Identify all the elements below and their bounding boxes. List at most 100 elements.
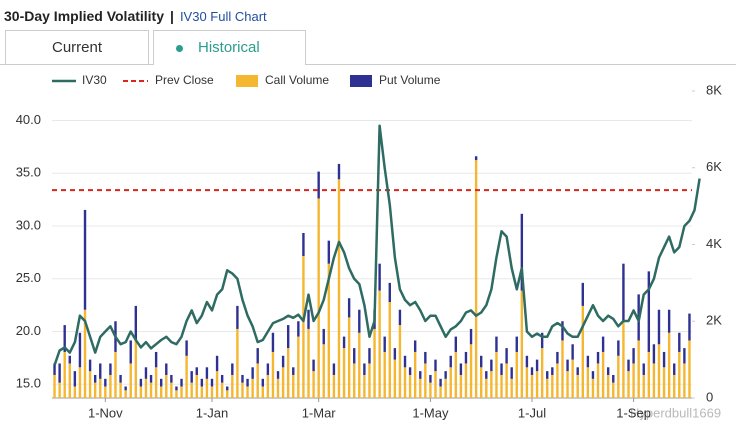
bar: [317, 198, 320, 398]
bar: [185, 355, 188, 398]
bar: [200, 378, 204, 387]
bar: [606, 367, 610, 375]
bar: [520, 290, 524, 398]
bar: [88, 359, 92, 372]
bar: [276, 371, 280, 379]
bar: [586, 355, 590, 368]
bar: [469, 328, 473, 345]
bar: [474, 156, 478, 161]
bar: [312, 359, 315, 372]
bar: [556, 363, 559, 398]
bar: [373, 328, 376, 398]
active-dot: [176, 45, 183, 52]
y2-tick-label: 4K: [706, 236, 722, 251]
bar: [119, 382, 122, 398]
bar: [530, 367, 534, 375]
bar: [419, 378, 422, 398]
iv30-line: [53, 124, 701, 366]
bar: [678, 351, 681, 398]
y-tick-label: 20.0: [16, 323, 41, 338]
legend-swatch: [350, 75, 372, 87]
x-tick-label: 1-May: [412, 405, 449, 420]
bar: [688, 340, 691, 398]
bar: [195, 374, 198, 398]
bar: [226, 386, 229, 391]
y2-tick-label: 2K: [706, 313, 722, 328]
bar: [388, 302, 391, 398]
bar: [627, 359, 630, 372]
bar: [449, 355, 452, 368]
bar: [363, 374, 366, 398]
y2-tick-label: 8K: [706, 82, 722, 97]
tab-historical[interactable]: Historical: [153, 30, 306, 65]
bar: [124, 390, 127, 398]
bar: [429, 374, 432, 383]
bar: [129, 340, 132, 364]
tab-current[interactable]: Current: [5, 30, 149, 64]
bar: [403, 355, 407, 368]
bar: [459, 374, 463, 398]
bar: [596, 363, 600, 398]
bar: [134, 305, 138, 341]
bar: [596, 351, 600, 364]
bar: [144, 367, 148, 379]
bar: [241, 382, 244, 398]
bar: [667, 332, 671, 398]
bar: [485, 378, 488, 398]
bar: [149, 374, 153, 383]
bar: [429, 382, 432, 398]
bar: [327, 263, 331, 398]
bar: [490, 371, 493, 398]
bar: [657, 309, 661, 345]
bar: [292, 367, 295, 375]
bar: [358, 309, 361, 333]
bar: [160, 378, 163, 387]
bar: [530, 374, 534, 398]
bar: [347, 298, 351, 318]
y2-tick-label: 6K: [706, 159, 722, 174]
bar: [540, 348, 544, 398]
bar: [114, 351, 117, 398]
bar: [73, 371, 77, 387]
bar: [576, 374, 579, 398]
bar: [307, 309, 310, 329]
bar: [581, 305, 584, 398]
tab-border: [0, 64, 736, 65]
bar: [165, 363, 168, 375]
bar: [505, 348, 508, 364]
bar: [408, 367, 412, 375]
bar: [510, 367, 513, 379]
bar: [78, 332, 82, 368]
x-tick-label: 1-Jan: [196, 405, 229, 420]
bar: [383, 351, 386, 398]
bar: [256, 348, 259, 364]
legend-label: Call Volume: [265, 73, 329, 87]
bar: [124, 386, 127, 391]
bar: [58, 363, 61, 383]
separator: |: [170, 8, 174, 24]
bar: [231, 374, 234, 398]
bar: [561, 321, 564, 341]
bar: [99, 363, 102, 379]
bar: [444, 371, 447, 379]
bar: [63, 325, 66, 352]
full-chart-link[interactable]: IV30 Full Chart: [179, 9, 267, 24]
bar: [378, 290, 381, 398]
bar: [210, 386, 214, 398]
bar: [195, 367, 198, 375]
legend-label: Prev Close: [155, 73, 214, 87]
bar: [154, 367, 158, 398]
bar: [215, 371, 219, 398]
bar: [500, 374, 503, 398]
x-tick-label: 1-Jul: [518, 405, 546, 420]
bar: [368, 348, 371, 364]
bar: [246, 386, 249, 398]
bar: [388, 282, 391, 303]
bar: [449, 367, 452, 398]
bar: [165, 374, 168, 398]
bar: [454, 336, 458, 352]
bar: [520, 213, 524, 291]
bar: [149, 382, 153, 398]
bar: [474, 160, 478, 398]
